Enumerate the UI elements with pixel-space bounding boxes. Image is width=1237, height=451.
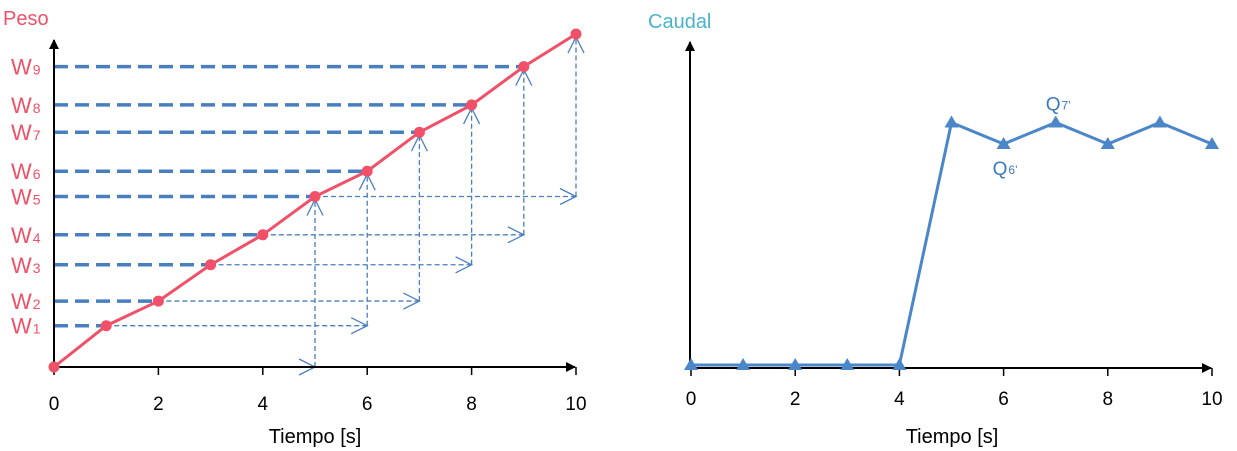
- flow-axis-title: Caudal: [648, 11, 711, 33]
- weight-data-point: [518, 61, 530, 73]
- flow-data-point: [1100, 137, 1115, 149]
- flow-data-point: [736, 358, 751, 370]
- weight-level-label: W7: [11, 120, 41, 145]
- flow-data-point: [1048, 115, 1063, 128]
- x-tick-label: 0: [49, 394, 60, 415]
- weight-level-label: W3: [11, 253, 41, 278]
- x-tick-label: 8: [1103, 389, 1114, 410]
- weight-level-label: W9: [11, 55, 41, 80]
- flow-x-axis-title: Tiempo [s]: [906, 426, 999, 448]
- flow-data-point: [996, 137, 1011, 149]
- weight-data-point: [361, 165, 373, 177]
- weight-data-point: [570, 28, 582, 40]
- x-tick-label: 6: [998, 389, 1009, 410]
- flow-data-point: [788, 358, 803, 370]
- x-tick-label: 4: [258, 394, 269, 415]
- flow-series-points: [684, 115, 1219, 370]
- x-tick-label: 8: [466, 394, 477, 415]
- weight-level-label: W5: [11, 185, 41, 210]
- flow-data-point: [840, 358, 855, 370]
- weight-data-point: [48, 361, 60, 373]
- weight-data-point: [152, 295, 164, 307]
- flow-annotations: Q7’ Q6’: [993, 95, 1071, 180]
- weight-level-label: W1: [11, 314, 41, 339]
- weight-x-ticks: 0 2 4 6 8 10: [49, 367, 587, 415]
- flow-data-point: [684, 358, 698, 370]
- flow-chart: Caudal 0 2 4 6 8 10 Tiempo [s] Q7’ Q6’: [648, 11, 1223, 448]
- weight-data-point: [413, 126, 425, 138]
- flow-data-point: [1205, 137, 1219, 149]
- weight-level-label: W6: [11, 159, 41, 184]
- x-tick-label: 6: [362, 394, 373, 415]
- weight-data-point: [466, 99, 478, 111]
- flow-annotation: Q6’: [993, 159, 1018, 180]
- x-tick-label: 2: [790, 389, 801, 410]
- flow-series-line: [691, 120, 1213, 367]
- weight-guides: [54, 35, 585, 376]
- flow-data-point: [944, 115, 959, 128]
- flow-annotation: Q7’: [1046, 95, 1071, 116]
- weight-level-label: W2: [11, 289, 41, 314]
- weight-level-label: W8: [11, 93, 41, 118]
- weight-x-axis-title: Tiempo [s]: [269, 426, 362, 448]
- weight-data-point: [257, 229, 269, 241]
- weight-series-points: [48, 28, 582, 373]
- x-tick-label: 10: [565, 394, 586, 415]
- x-tick-label: 2: [153, 394, 164, 415]
- x-tick-label: 0: [686, 389, 697, 410]
- weight-data-point: [100, 320, 112, 332]
- flow-data-point: [1152, 115, 1167, 128]
- x-tick-label: 10: [1201, 389, 1222, 410]
- weight-axis-title: Peso: [3, 8, 49, 30]
- flow-data-point: [892, 358, 907, 370]
- weight-data-point: [205, 259, 217, 271]
- flow-x-ticks: 0 2 4 6 8 10: [686, 368, 1223, 410]
- x-tick-label: 4: [894, 389, 905, 410]
- weight-data-point: [309, 191, 321, 203]
- weight-level-label: W4: [11, 223, 41, 248]
